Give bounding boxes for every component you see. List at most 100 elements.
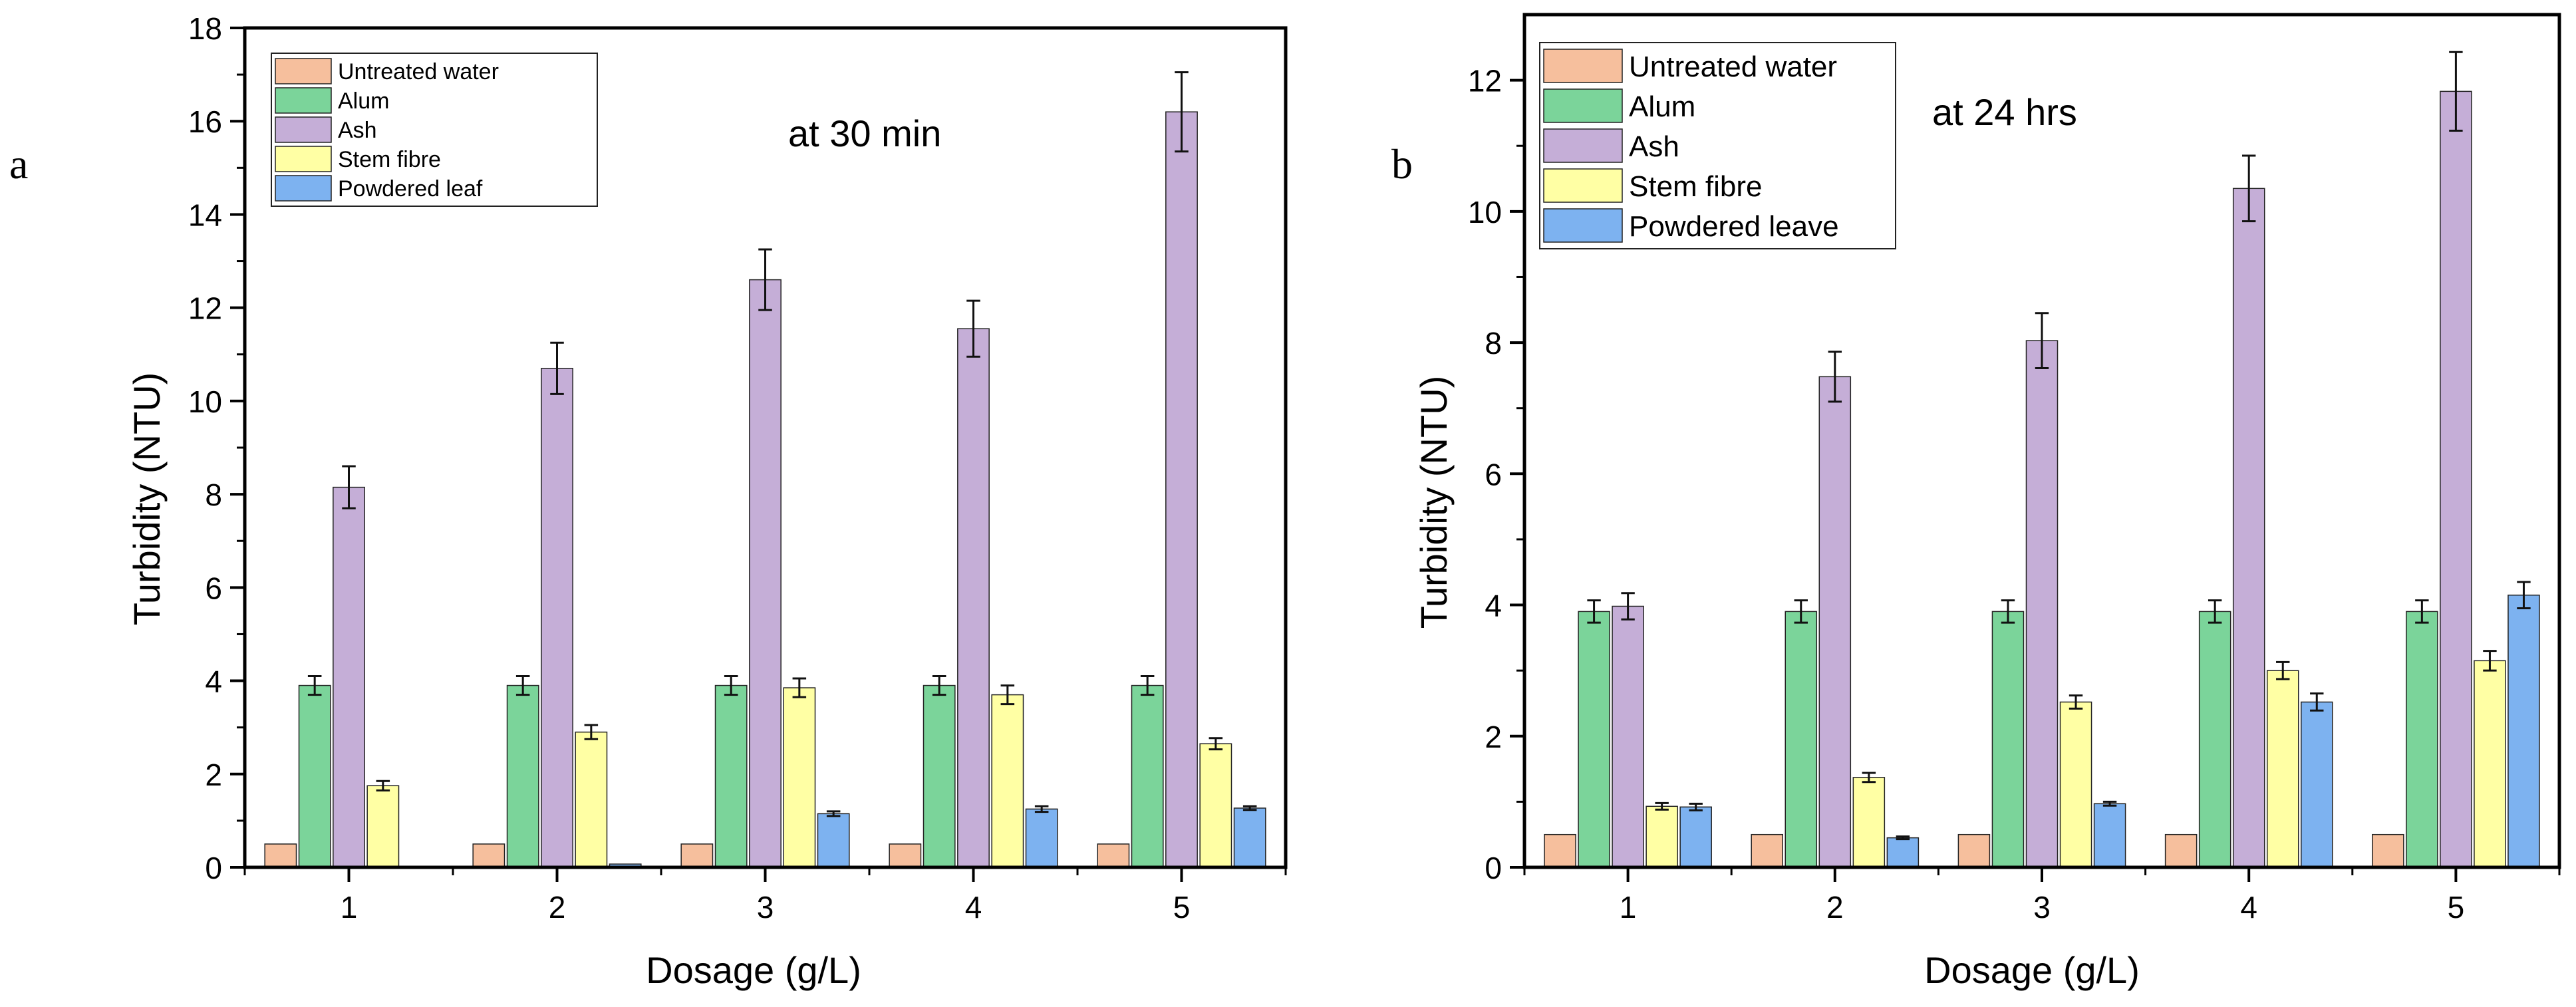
error-bar-b-s5-c5: [2517, 581, 2531, 609]
error-bar-a-s2-c2: [515, 675, 530, 696]
bar-b-s5-c5: [2507, 594, 2540, 868]
y-tick-label-a-18: 18: [188, 11, 222, 46]
y-tick-label-b-8: 8: [1485, 326, 1502, 360]
legend-label-b-1: Untreated water: [1629, 51, 1837, 83]
bar-b-s1-c1: [1544, 833, 1576, 868]
y-tick-label-b-0: 0: [1485, 851, 1502, 885]
x-tick-label-b-2: 2: [1826, 890, 1844, 925]
x-tick-label-a-5: 5: [1173, 890, 1191, 925]
panel-letter-a: a: [9, 140, 28, 188]
y-axis-label-b: Turbidity (NTU): [1413, 376, 1455, 629]
legend-swatch-a-1: [275, 58, 332, 84]
bar-b-s4-c2: [1852, 777, 1886, 868]
bar-a-s3-c2: [541, 368, 573, 868]
bar-b-s5-c4: [2301, 701, 2333, 868]
error-bar-b-s3-c1: [1621, 592, 1635, 621]
error-bar-a-s4-c5: [1209, 737, 1223, 751]
error-bar-a-s2-c1: [307, 675, 322, 696]
bar-b-s1-c2: [1751, 833, 1783, 868]
error-bar-b-s5-c3: [2102, 800, 2117, 807]
bar-b-s5-c1: [1679, 806, 1712, 868]
bar-a-s1-c5: [1097, 843, 1130, 868]
bar-b-s4-c4: [2266, 670, 2299, 868]
bar-b-s4-c1: [1646, 805, 1678, 868]
y-tick-label-a-4: 4: [205, 664, 222, 699]
bar-b-s5-c2: [1886, 837, 1920, 868]
bar-b-s2-c3: [1991, 611, 2025, 868]
bar-a-s1-c1: [264, 843, 297, 868]
bar-a-s4-c3: [783, 687, 816, 868]
bar-a-s4-c4: [991, 694, 1024, 868]
bar-b-s2-c5: [2406, 611, 2438, 868]
legend-swatch-b-5: [1543, 208, 1623, 243]
bar-a-s2-c2: [506, 684, 539, 868]
error-bar-a-s3-c5: [1175, 71, 1189, 153]
bar-b-s3-c2: [1818, 376, 1852, 868]
y-tick-label-a-10: 10: [188, 384, 222, 419]
annotation-a: at 30 min: [788, 112, 941, 154]
bar-a-s5-c5: [1233, 807, 1266, 868]
y-tick-label-a-14: 14: [188, 198, 222, 232]
bar-b-s5-c3: [2093, 803, 2126, 868]
error-bar-a-s3-c2: [550, 341, 564, 395]
x-tick-label-a-3: 3: [757, 890, 774, 925]
bar-a-s2-c5: [1131, 684, 1164, 868]
error-bar-b-s3-c3: [2035, 312, 2049, 370]
error-bar-b-s2-c4: [2208, 599, 2222, 624]
legend-label-a-3: Ash: [338, 118, 377, 143]
legend-swatch-b-3: [1543, 128, 1623, 163]
plot-frame-b: [1522, 13, 2561, 869]
error-bar-a-s3-c1: [342, 465, 356, 509]
bar-a-s3-c4: [957, 328, 990, 868]
error-bar-b-s2-c2: [1794, 599, 1808, 624]
legend-label-a-1: Untreated water: [338, 59, 499, 84]
bar-a-s3-c3: [749, 279, 782, 868]
error-bar-a-s2-c3: [724, 675, 738, 696]
error-bar-b-s2-c3: [2001, 599, 2015, 624]
legend-label-a-5: Powdered leaf: [338, 176, 483, 202]
error-bar-b-s5-c2: [1896, 835, 1910, 841]
x-tick-label-a-4: 4: [965, 890, 982, 925]
y-tick-label-a-0: 0: [205, 851, 222, 885]
legend-swatch-b-4: [1543, 168, 1623, 203]
x-tick-label-b-1: 1: [1620, 890, 1637, 925]
error-bar-b-s3-c2: [1828, 351, 1842, 403]
error-bar-a-s4-c3: [792, 677, 807, 698]
legend-label-b-3: Ash: [1629, 130, 1679, 163]
x-tick-label-b-3: 3: [2033, 890, 2051, 925]
y-axis-label-a: Turbidity (NTU): [126, 372, 168, 626]
bar-a-s2-c1: [298, 684, 331, 868]
error-bar-a-s2-c4: [932, 675, 946, 696]
bar-b-s4-c3: [2059, 701, 2092, 868]
y-tick-label-a-16: 16: [188, 104, 222, 139]
legend-swatch-a-5: [275, 175, 332, 202]
bar-b-s2-c2: [1785, 611, 1818, 868]
bar-a-s1-c4: [889, 843, 922, 868]
bar-a-s2-c3: [714, 684, 748, 868]
annotation-b: at 24 hrs: [1932, 91, 2077, 133]
x-tick-label-b-5: 5: [2448, 890, 2465, 925]
error-bar-b-s4-c1: [1655, 801, 1669, 811]
y-tick-label-b-4: 4: [1485, 589, 1502, 623]
error-bar-a-s3-c4: [966, 299, 980, 358]
legend-label-a-4: Stem fibre: [338, 147, 441, 172]
legend-swatch-a-4: [275, 146, 332, 172]
legend-swatch-a-2: [275, 87, 332, 114]
panel-letter-b: b: [1391, 140, 1413, 188]
legend-label-a-2: Alum: [338, 88, 389, 114]
bar-a-s3-c1: [333, 486, 365, 868]
error-bar-b-s4-c4: [2276, 660, 2290, 680]
error-bar-b-s3-c4: [2241, 154, 2256, 223]
bar-b-s2-c1: [1578, 611, 1610, 868]
error-bar-b-s4-c3: [2069, 694, 2083, 710]
error-bar-a-s2-c5: [1140, 675, 1155, 696]
bar-a-s1-c3: [680, 843, 714, 868]
bar-a-s2-c4: [923, 684, 956, 868]
bar-b-s3-c3: [2025, 340, 2059, 868]
